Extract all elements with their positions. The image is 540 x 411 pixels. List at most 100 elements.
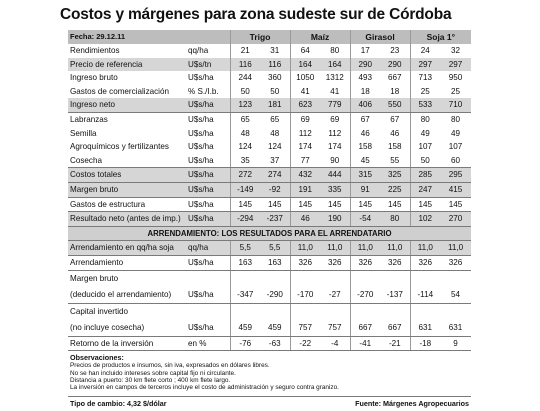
table-row: Ingreso bruto U$s/ha 244 360 1050 1312 493 667 7… [68, 71, 471, 85]
cell-value: 713 [409, 71, 441, 85]
section-title: ARRENDAMIENTO: LOS RESULTADOS PARA EL AR… [68, 225, 472, 242]
cell-value: 415 [440, 182, 472, 198]
cell-value [229, 303, 261, 320]
cell-value: 779 [320, 98, 351, 113]
crop-header-maiz: Maíz [289, 30, 351, 44]
cell-value: 107 [448, 142, 463, 152]
page-title: Costos y márgenes para zona sudeste sur … [60, 6, 452, 23]
cell-value: 326 [380, 255, 411, 271]
cell-value: 32 [451, 46, 461, 55]
row-unit: U$s/ha [188, 114, 214, 124]
table-row: Rendimientos qq/ha 21 31 64 80 17 23 24 32 [68, 44, 471, 58]
table-row: Precio de referencia U$s/tn 116 116 164 164 29… [68, 57, 472, 72]
cell-value: 145 [260, 197, 291, 213]
cell-value: -4 [320, 336, 351, 352]
cell-value [349, 303, 381, 320]
source-label: Fuente: Márgenes Agropecuarios [355, 398, 470, 408]
cell-value: 116 [229, 57, 261, 72]
cell-value: 274 [260, 167, 291, 183]
cell-value: 45 [349, 153, 381, 169]
table-row: Margen bruto U$s/ha -149 -92 191 335 91 225 247 4… [68, 182, 472, 198]
cell-value: 11,0 [289, 240, 321, 256]
cell-value: -170 [289, 286, 321, 304]
cell-value: 80 [409, 112, 441, 127]
cell-value: -41 [349, 336, 381, 352]
cell-value: 18 [390, 86, 400, 96]
cell-value: 406 [349, 98, 381, 113]
row-label: Ingreso bruto [70, 73, 118, 83]
table-row: (no incluye cosecha) U$s/ha 459 459 757 757 66… [68, 319, 472, 337]
date-label: Fecha: 29.12.11 [68, 30, 231, 44]
cell-value: 297 [440, 57, 472, 72]
row-unit: qq/ha [188, 46, 209, 55]
cell-value: 1050 [289, 71, 321, 85]
cell-value: 17 [349, 44, 381, 58]
cell-value: 631 [440, 319, 472, 337]
cell-value [260, 270, 290, 287]
cell-value: 11,0 [440, 240, 472, 256]
cell-value: -114 [409, 286, 441, 304]
cell-value [349, 270, 381, 287]
cell-value [320, 303, 350, 320]
cell-value: 459 [229, 319, 261, 337]
cell-value: 49 [409, 126, 441, 141]
table-row: Gastos de comercialización % S./I.b. 50 50 4… [68, 84, 471, 99]
observation-row: Precios de productos e insumos, sin iva,… [68, 362, 471, 369]
cell-value: 21 [229, 44, 261, 58]
row-label: (no incluye cosecha) [68, 319, 186, 337]
row-unit: en % [186, 336, 231, 352]
cell-value: 315 [349, 167, 381, 183]
cell-value: -137 [380, 286, 411, 304]
cell-value: 326 [409, 255, 441, 271]
cell-value: 1312 [325, 73, 344, 83]
cell-value: 69 [330, 114, 340, 124]
cell-value [380, 303, 410, 320]
cell-value: 18 [349, 84, 381, 99]
table-row: Gastos de estructura U$s/ha 145 145 145 145 14… [68, 197, 472, 213]
observation-row: La inversión en campos de terceros inclu… [68, 384, 472, 397]
cell-value [229, 270, 261, 287]
cell-value: 145 [380, 197, 411, 213]
cell-value: -290 [260, 286, 291, 304]
cell-value: -63 [260, 336, 291, 352]
cell-value: 35 [229, 153, 261, 169]
row-unit: U$s/ha [186, 98, 231, 113]
cell-value: 48 [270, 128, 280, 138]
cell-value [289, 270, 321, 287]
cell-value: -21 [380, 336, 411, 352]
cell-value: 493 [349, 71, 381, 85]
row-label: Costos totales [68, 167, 186, 183]
row-label: Margen bruto [68, 182, 186, 198]
cell-value: 247 [409, 182, 441, 198]
table-row: Labranzas U$s/ha 65 65 69 69 67 67 80 80 [68, 112, 471, 127]
row-label: Precio de referencia [68, 57, 186, 72]
cell-value: 285 [409, 167, 441, 183]
cell-value: 11,0 [320, 240, 351, 256]
cell-value [380, 270, 410, 287]
cell-value: 46 [289, 211, 321, 227]
cell-value: 77 [289, 153, 321, 169]
cell-value: 55 [380, 153, 411, 169]
row-unit: U$s/ha [186, 319, 231, 337]
cell-value: 112 [289, 126, 321, 141]
cell-value: 272 [229, 167, 261, 183]
cell-value: 335 [320, 182, 351, 198]
cell-value: 459 [260, 319, 291, 337]
row-label: Margen bruto [70, 273, 119, 283]
row-unit: U$s/ha [186, 255, 231, 271]
cell-value: 145 [289, 197, 321, 213]
row-unit: % S./I.b. [188, 86, 219, 96]
cell-value: 290 [349, 57, 381, 72]
cell-value: 326 [320, 255, 351, 271]
cell-value: 69 [289, 112, 321, 127]
cell-value: 124 [229, 140, 261, 154]
row-label: Cosecha [68, 153, 186, 169]
cell-value: -18 [409, 336, 441, 352]
cell-value: 23 [390, 46, 400, 55]
cell-value: -76 [229, 336, 261, 352]
cell-value: 326 [440, 255, 472, 271]
row-label: Gastos de estructura [68, 197, 186, 213]
cell-value: 124 [268, 142, 282, 152]
cell-value: 145 [349, 197, 381, 213]
row-unit: U$s/ha [186, 286, 231, 304]
